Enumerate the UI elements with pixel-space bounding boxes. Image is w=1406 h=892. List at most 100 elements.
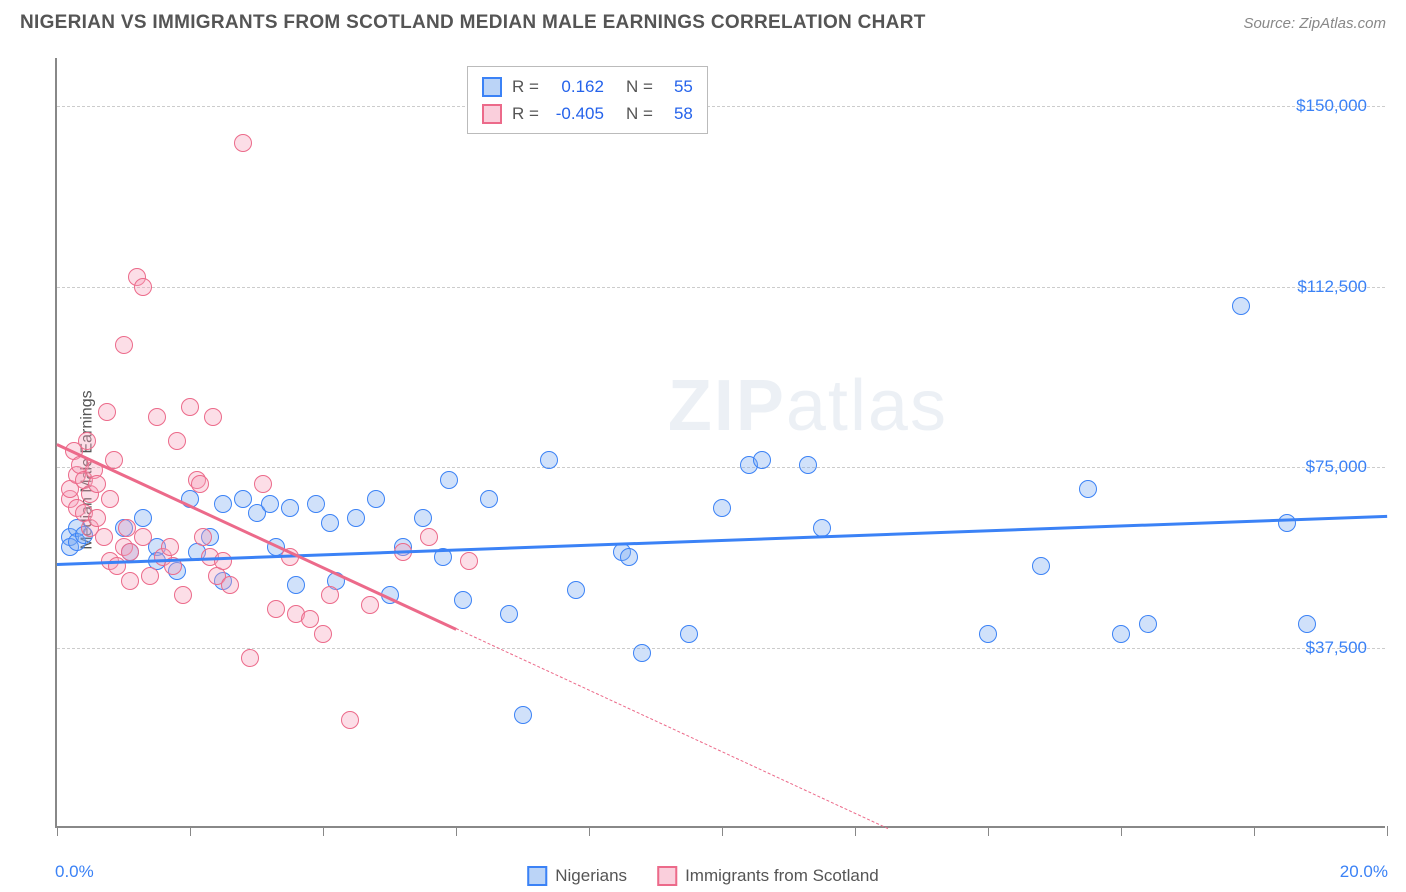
x-axis-min-label: 0.0% <box>55 862 94 882</box>
data-point-scotland <box>420 528 438 546</box>
data-point-nigerians <box>500 605 518 623</box>
data-point-nigerians <box>347 509 365 527</box>
n-label: N = <box>626 100 653 127</box>
legend-item-nigerians: Nigerians <box>527 866 627 886</box>
data-point-nigerians <box>321 514 339 532</box>
data-point-nigerians <box>134 509 152 527</box>
data-point-scotland <box>121 572 139 590</box>
data-point-nigerians <box>540 451 558 469</box>
x-tick <box>57 826 58 836</box>
data-point-nigerians <box>1278 514 1296 532</box>
x-tick <box>323 826 324 836</box>
x-tick <box>722 826 723 836</box>
data-point-scotland <box>88 509 106 527</box>
trendline <box>57 515 1387 566</box>
data-point-scotland <box>181 398 199 416</box>
source-attribution: Source: ZipAtlas.com <box>1243 15 1386 32</box>
data-point-scotland <box>101 490 119 508</box>
r-label: R = <box>512 73 539 100</box>
data-point-scotland <box>168 432 186 450</box>
legend-label: Nigerians <box>555 866 627 886</box>
data-point-nigerians <box>454 591 472 609</box>
data-point-nigerians <box>979 625 997 643</box>
data-point-scotland <box>314 625 332 643</box>
data-point-scotland <box>321 586 339 604</box>
data-point-scotland <box>204 408 222 426</box>
data-point-nigerians <box>287 576 305 594</box>
data-point-scotland <box>134 528 152 546</box>
data-point-scotland <box>148 408 166 426</box>
data-point-scotland <box>241 649 259 667</box>
chart-title: NIGERIAN VS IMMIGRANTS FROM SCOTLAND MED… <box>20 12 926 34</box>
data-point-scotland <box>254 475 272 493</box>
data-point-nigerians <box>1032 557 1050 575</box>
data-point-scotland <box>341 711 359 729</box>
legend-swatch-nigerians <box>527 866 547 886</box>
data-point-nigerians <box>799 456 817 474</box>
data-point-nigerians <box>713 499 731 517</box>
stats-box: R = 0.162 N = 55 R = -0.405 N = 58 <box>467 66 708 134</box>
data-point-scotland <box>267 600 285 618</box>
data-point-scotland <box>98 403 116 421</box>
trendline <box>56 443 456 630</box>
data-point-nigerians <box>633 644 651 662</box>
data-point-scotland <box>191 475 209 493</box>
data-point-scotland <box>161 538 179 556</box>
bottom-legend: Nigerians Immigrants from Scotland <box>527 866 879 886</box>
data-point-scotland <box>141 567 159 585</box>
data-point-nigerians <box>440 471 458 489</box>
data-point-scotland <box>88 475 106 493</box>
gridline <box>57 106 1385 107</box>
data-point-nigerians <box>281 499 299 517</box>
data-point-nigerians <box>414 509 432 527</box>
data-point-scotland <box>134 278 152 296</box>
data-point-scotland <box>194 528 212 546</box>
data-point-scotland <box>221 576 239 594</box>
r-value: 0.162 <box>549 73 604 100</box>
x-tick <box>1254 826 1255 836</box>
n-value: 55 <box>663 73 693 100</box>
x-tick <box>589 826 590 836</box>
r-label: R = <box>512 100 539 127</box>
n-label: N = <box>626 73 653 100</box>
x-tick <box>1121 826 1122 836</box>
y-tick-label: $150,000 <box>1296 96 1367 116</box>
plot-area: ZIPatlas $37,500$75,000$112,500$150,000R… <box>55 58 1385 828</box>
x-axis-max-label: 20.0% <box>1340 862 1388 882</box>
y-tick-label: $75,000 <box>1306 457 1367 477</box>
gridline <box>57 648 1385 649</box>
x-tick <box>456 826 457 836</box>
data-point-scotland <box>78 432 96 450</box>
data-point-scotland <box>118 519 136 537</box>
data-point-scotland <box>174 586 192 604</box>
data-point-nigerians <box>753 451 771 469</box>
data-point-nigerians <box>567 581 585 599</box>
data-point-nigerians <box>813 519 831 537</box>
data-point-scotland <box>460 552 478 570</box>
data-point-nigerians <box>620 548 638 566</box>
y-tick-label: $112,500 <box>1297 277 1367 297</box>
data-point-scotland <box>121 543 139 561</box>
chart-container: Median Male Earnings ZIPatlas $37,500$75… <box>0 48 1406 892</box>
x-tick <box>190 826 191 836</box>
gridline <box>57 287 1385 288</box>
legend-label: Immigrants from Scotland <box>685 866 879 886</box>
data-point-nigerians <box>1232 297 1250 315</box>
gridline <box>57 467 1385 468</box>
y-tick-label: $37,500 <box>1306 638 1367 658</box>
data-point-nigerians <box>234 490 252 508</box>
x-tick <box>855 826 856 836</box>
data-point-nigerians <box>367 490 385 508</box>
data-point-nigerians <box>680 625 698 643</box>
r-value: -0.405 <box>549 100 604 127</box>
data-point-scotland <box>234 134 252 152</box>
n-value: 58 <box>663 100 693 127</box>
trendline <box>456 628 889 829</box>
x-tick <box>1387 826 1388 836</box>
data-point-scotland <box>214 552 232 570</box>
data-point-nigerians <box>514 706 532 724</box>
stats-row-nigerians: R = 0.162 N = 55 <box>482 73 693 100</box>
data-point-scotland <box>115 336 133 354</box>
legend-swatch-nigerians <box>482 77 502 97</box>
data-point-nigerians <box>480 490 498 508</box>
